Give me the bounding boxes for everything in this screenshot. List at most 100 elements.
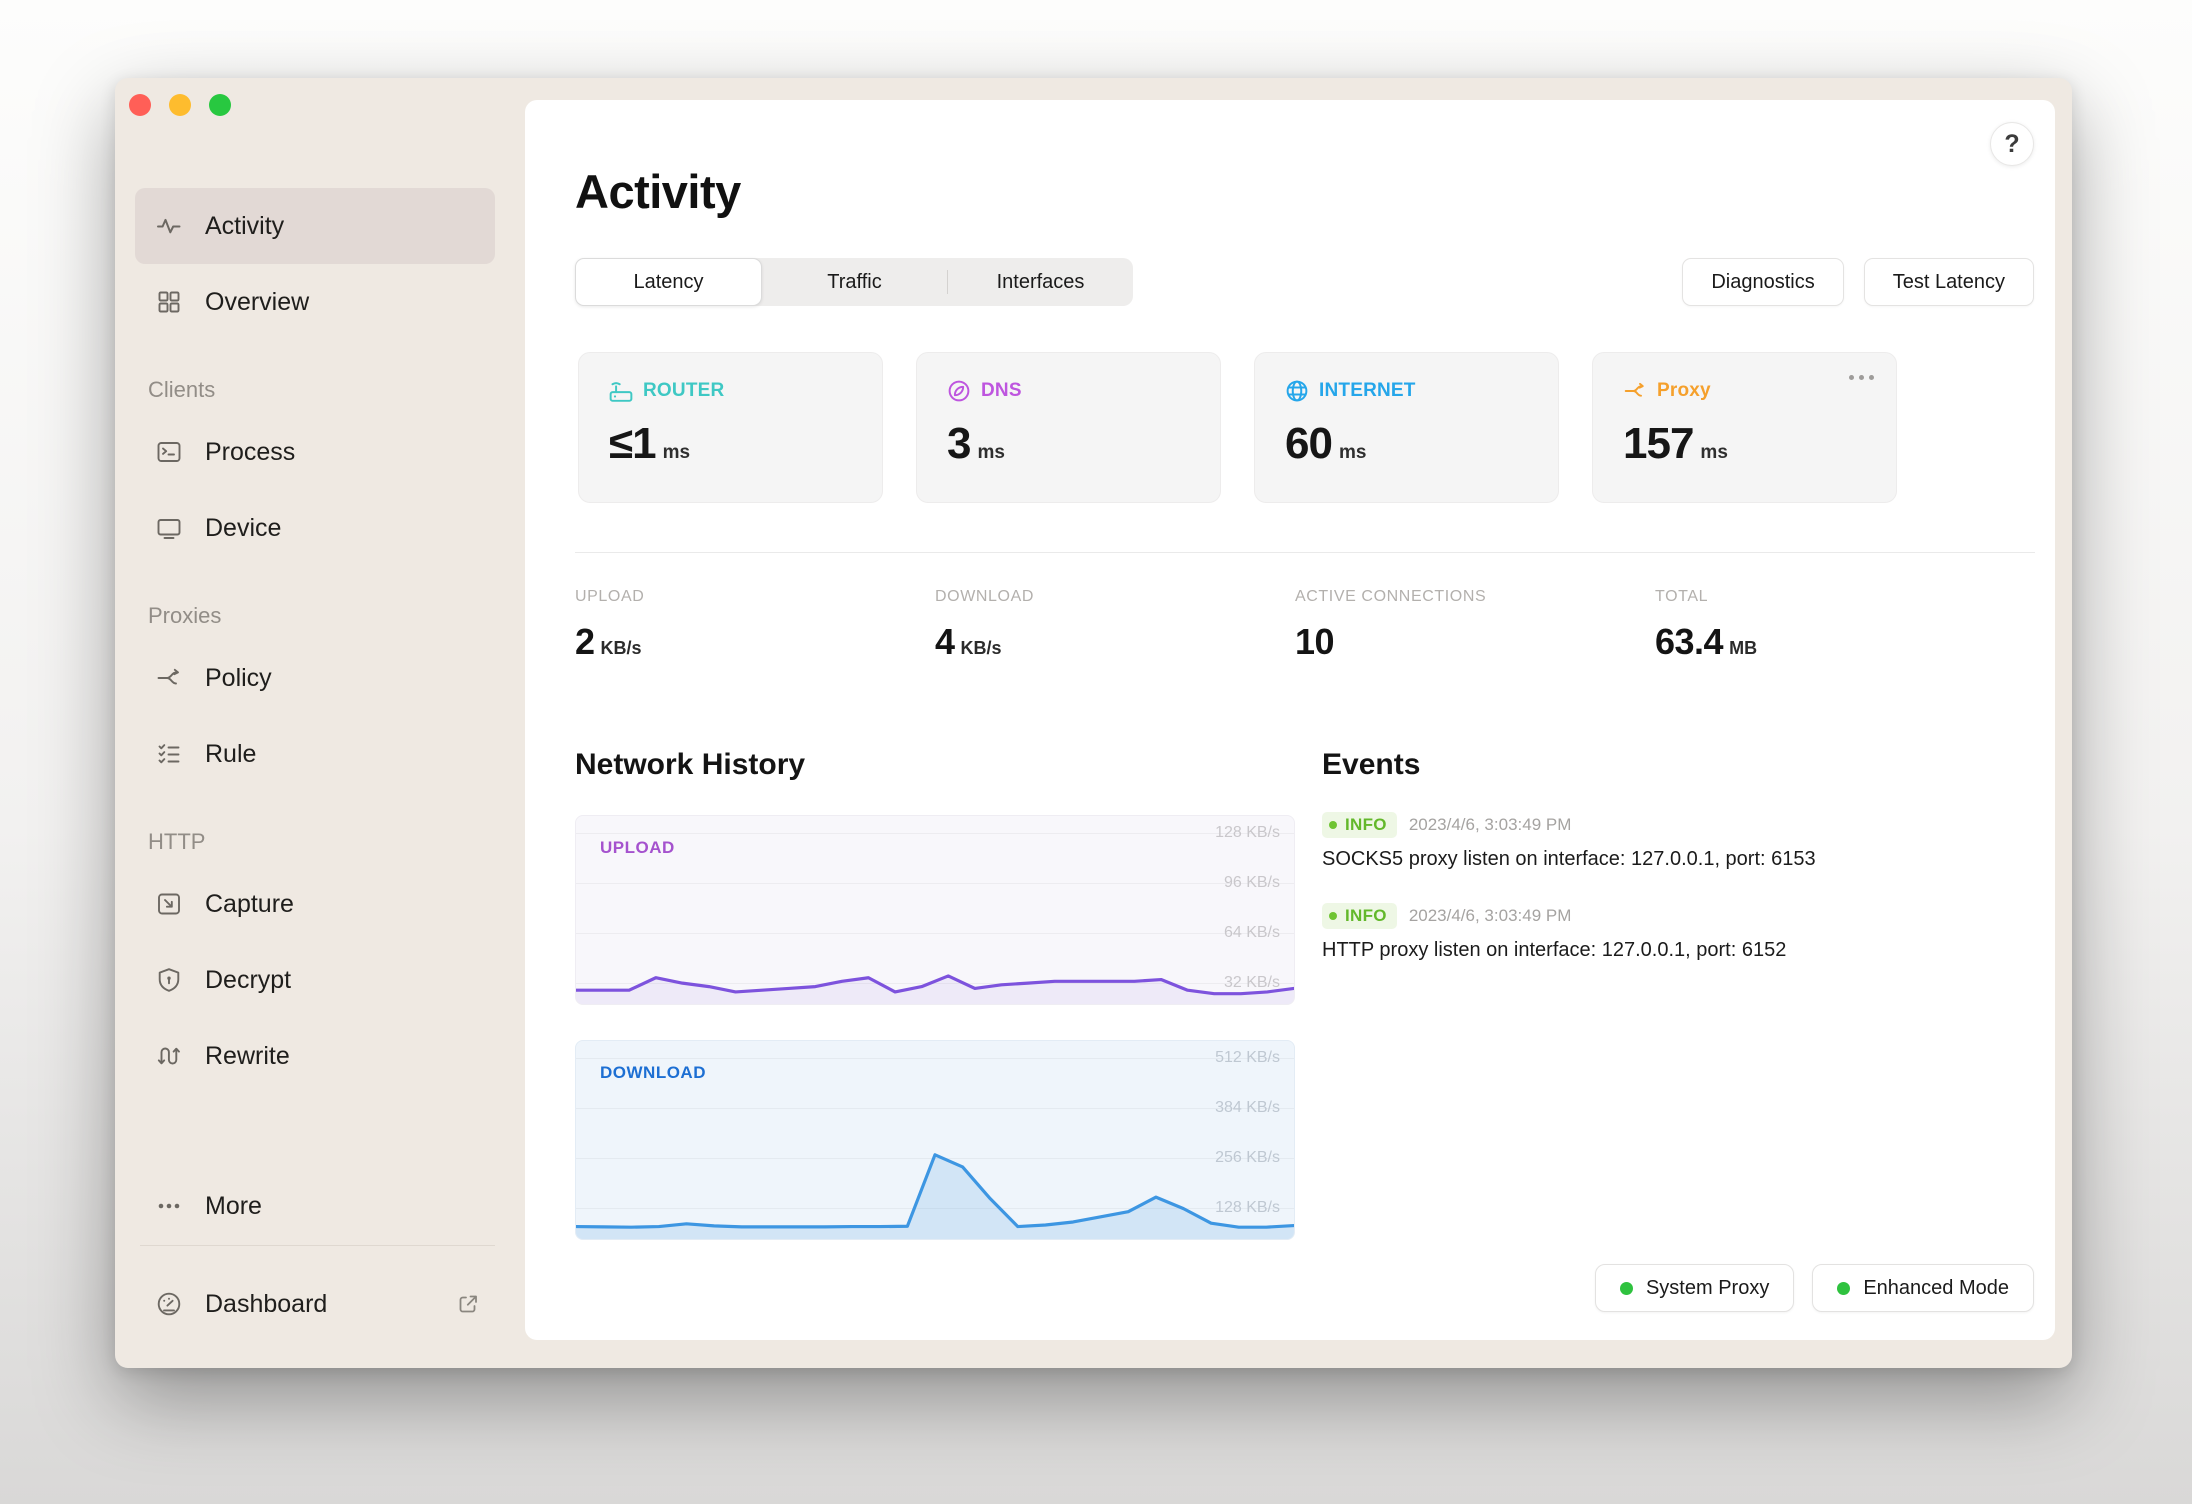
enhanced-mode-badge[interactable]: Enhanced Mode xyxy=(1812,1264,2034,1312)
event-level: INFO xyxy=(1345,906,1387,925)
stat-label: TOTAL xyxy=(1655,588,1709,605)
stat-unit: KB/s xyxy=(600,638,642,658)
system-proxy-badge[interactable]: System Proxy xyxy=(1594,1264,1795,1312)
latency-number: 157 xyxy=(1623,419,1694,468)
stat-label: ACTIVE CONNECTIONS xyxy=(1295,588,1487,605)
rewrite-icon xyxy=(155,1042,183,1070)
stat-number: 4 xyxy=(935,621,955,662)
tab-traffic[interactable]: Traffic xyxy=(827,270,882,293)
sidebar-item-capture[interactable]: Capture xyxy=(135,866,495,942)
stat-download: DOWNLOAD 4 KB/s xyxy=(935,588,1034,663)
chart-gridline xyxy=(576,1058,1294,1059)
stat-unit: KB/s xyxy=(960,638,1002,658)
proxy-icon xyxy=(1623,379,1647,403)
sidebar-item-overview[interactable]: Overview xyxy=(135,264,495,340)
sidebar-item-dashboard[interactable]: Dashboard xyxy=(135,1266,495,1342)
sidebar-item-device[interactable]: Device xyxy=(135,490,495,566)
latency-card-header: Proxy xyxy=(1623,379,1896,403)
status-dot xyxy=(1619,1281,1633,1295)
help-button[interactable]: ? xyxy=(1990,122,2034,166)
sidebar-item-label: Activity xyxy=(205,211,285,240)
stat-value: 4 KB/s xyxy=(935,621,1034,663)
stat-value: 10 xyxy=(1295,621,1486,663)
minimize-window-button[interactable] xyxy=(169,94,191,116)
sidebar-item-label: Overview xyxy=(205,287,310,316)
stat-number: 2 xyxy=(575,621,595,662)
window-controls xyxy=(129,94,231,116)
sidebar-item-label: Process xyxy=(205,437,296,466)
sidebar-item-activity[interactable]: Activity xyxy=(135,188,495,264)
latency-card-dns: DNS 3 ms xyxy=(916,352,1221,503)
stat-upload: UPLOAD 2 KB/s xyxy=(575,588,644,663)
stat-value: 2 KB/s xyxy=(575,621,644,663)
stat-number: 10 xyxy=(1295,621,1335,662)
sidebar-item-policy[interactable]: Policy xyxy=(135,640,495,716)
chart-grid-label: 256 KB/s xyxy=(1215,1149,1280,1166)
latency-number: 3 xyxy=(947,419,972,468)
event-entry: INFO 2023/4/6, 3:03:49 PM SOCKS5 proxy lis… xyxy=(1322,812,2035,871)
close-window-button[interactable] xyxy=(129,94,151,116)
diagnostics-button[interactable]: Diagnostics xyxy=(1682,258,1844,306)
chart-grid-label: 32 KB/s xyxy=(1223,974,1280,991)
upload-chart: 128 KB/s 96 KB/s 64 KB/s 32 KB/s UPLOAD xyxy=(575,815,1295,1005)
sidebar-item-rule[interactable]: Rule xyxy=(135,716,495,792)
chart-series-label: UPLOAD xyxy=(600,838,675,857)
chart-gridline xyxy=(576,983,1294,984)
tab-interfaces[interactable]: Interfaces xyxy=(996,270,1085,293)
stat-value: 63.4 MB xyxy=(1655,621,1757,663)
zoom-window-button[interactable] xyxy=(209,94,231,116)
sidebar-section-header-proxies: Proxies xyxy=(148,603,222,628)
sidebar-item-label: Policy xyxy=(205,663,272,692)
badge-label: System Proxy xyxy=(1645,1276,1770,1299)
event-message: HTTP proxy listen on interface: 127.0.0.… xyxy=(1322,939,1787,961)
sidebar-item-label: More xyxy=(205,1191,262,1220)
sidebar-item-label: Rule xyxy=(205,739,257,768)
sidebar-item-decrypt[interactable]: Decrypt xyxy=(135,942,495,1018)
latency-unit: ms xyxy=(977,442,1005,463)
event-meta: INFO 2023/4/6, 3:03:49 PM xyxy=(1322,903,2035,929)
latency-card-value: ≤1 ms xyxy=(609,419,882,469)
chart-gridline xyxy=(576,1108,1294,1109)
activity-icon xyxy=(155,212,183,240)
sidebar-nav: Activity Overview Clients Process Device Prox… xyxy=(135,188,495,1094)
network-history-title: Network History xyxy=(575,748,806,781)
card-menu-button[interactable] xyxy=(1847,369,1876,386)
chart-series-label: DOWNLOAD xyxy=(600,1063,706,1082)
sidebar-item-rewrite[interactable]: Rewrite xyxy=(135,1018,495,1094)
sidebar-item-more[interactable]: More xyxy=(135,1168,495,1244)
sidebar-item-label: Decrypt xyxy=(205,965,292,994)
chart-grid-label: 128 KB/s xyxy=(1215,1199,1280,1216)
chart-gridline xyxy=(576,933,1294,934)
sidebar-item-label: Device xyxy=(205,513,282,542)
rule-icon xyxy=(155,740,183,768)
latency-unit: ms xyxy=(1700,442,1728,463)
view-tabs: Latency Traffic Interfaces xyxy=(575,258,1133,306)
main-panel: ? Activity Latency Traffic Interfaces Diag… xyxy=(525,100,2055,1340)
latency-card-header: ROUTER xyxy=(609,379,882,403)
event-timestamp: 2023/4/6, 3:03:49 PM xyxy=(1408,815,1572,834)
stat-number: 63.4 xyxy=(1655,621,1724,662)
sidebar-divider xyxy=(140,1245,495,1246)
latency-number: 60 xyxy=(1285,419,1333,468)
latency-card-value: 3 ms xyxy=(947,419,1220,469)
event-level-dot xyxy=(1329,821,1337,829)
tab-latency[interactable]: Latency xyxy=(575,258,762,306)
policy-icon xyxy=(155,664,183,692)
more-icon xyxy=(155,1192,183,1220)
latency-cards: ROUTER ≤1 ms DNS 3 ms INTERNET 60 ms Proxy 157 ms xyxy=(578,352,1897,503)
chart-grid-label: 96 KB/s xyxy=(1223,874,1280,891)
external-link-icon[interactable] xyxy=(455,1291,481,1317)
sidebar-section-header-http: HTTP xyxy=(148,829,206,854)
event-message: SOCKS5 proxy listen on interface: 127.0.… xyxy=(1322,848,1816,870)
download-chart: 512 KB/s 384 KB/s 256 KB/s 128 KB/s DOWNLOAD xyxy=(575,1040,1295,1240)
latency-card-value: 157 ms xyxy=(1623,419,1896,469)
latency-card-header: INTERNET xyxy=(1285,379,1558,403)
router-icon xyxy=(609,379,633,403)
internet-icon xyxy=(1285,379,1309,403)
test-latency-button[interactable]: Test Latency xyxy=(1863,258,2034,306)
stat-active-connections: ACTIVE CONNECTIONS 10 xyxy=(1295,588,1486,663)
sidebar-item-process[interactable]: Process xyxy=(135,414,495,490)
capture-icon xyxy=(155,890,183,918)
page-title: Activity xyxy=(575,165,741,218)
